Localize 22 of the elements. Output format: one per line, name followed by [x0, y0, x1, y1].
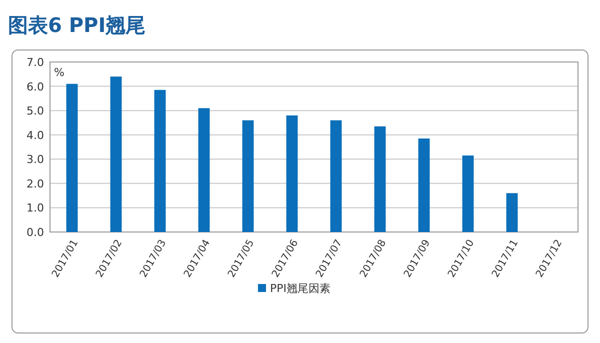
y-tick-label: 0.0 — [26, 226, 44, 239]
chart-title: 图表6 PPI翘尾 — [8, 13, 146, 37]
bar — [506, 193, 518, 232]
bar — [462, 156, 474, 232]
y-tick-label: 6.0 — [26, 80, 44, 94]
bar — [374, 126, 386, 232]
bar — [154, 90, 166, 232]
y-tick-label: 7.0 — [26, 56, 44, 69]
y-axis-title: % — [54, 66, 64, 79]
y-tick-label: 5.0 — [26, 104, 44, 118]
y-tick-label: 2.0 — [26, 177, 44, 190]
y-tick-label: 1.0 — [26, 202, 44, 215]
bar — [418, 138, 430, 232]
bar — [198, 108, 210, 232]
y-tick-label: 3.0 — [26, 153, 44, 166]
bar — [286, 115, 298, 232]
legend-label: PPI翘尾因素 — [270, 282, 331, 295]
bar — [66, 84, 78, 232]
bar — [110, 76, 122, 232]
y-tick-label: 4.0 — [26, 128, 44, 142]
bar — [330, 120, 342, 232]
bar — [242, 120, 254, 232]
